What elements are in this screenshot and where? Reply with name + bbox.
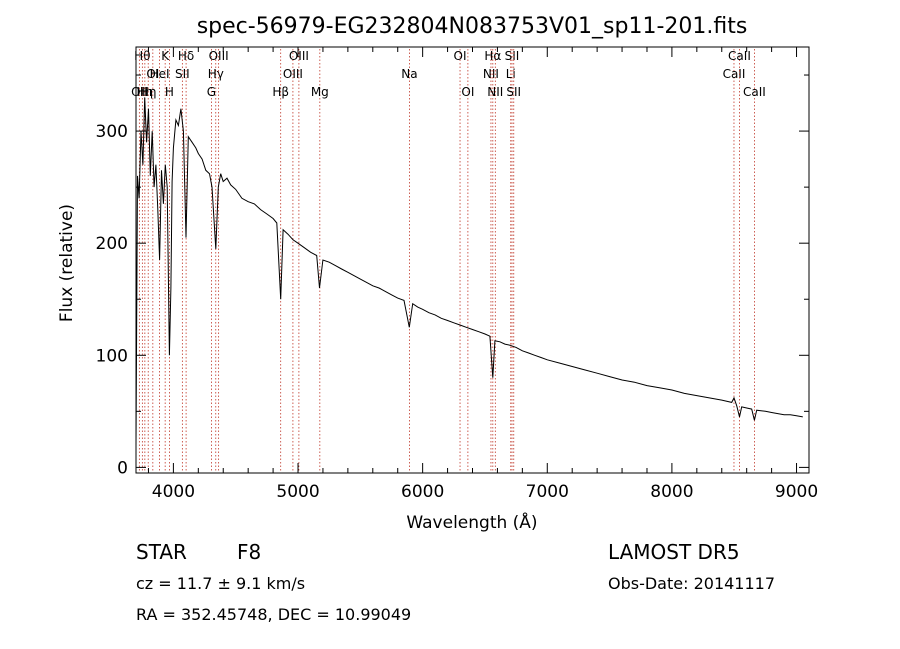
line-marker-label: Na [401,67,417,81]
line-marker-label: HeI [150,67,170,81]
chart-title: spec-56979-EG232804N083753V01_sp11-201.f… [197,14,748,39]
y-tick-label: 0 [117,458,128,478]
line-marker-label: OIII [289,49,309,63]
line-marker-label: Hη [137,85,154,99]
line-marker-label: CaII [728,49,751,63]
x-tick-label: 4000 [152,482,195,502]
object-class: STAR [136,540,187,564]
line-marker-label: Hα [484,49,501,63]
line-marker-label: G [207,85,216,99]
line-marker-label: OI [454,49,467,63]
x-tick-label: 5000 [276,482,319,502]
line-marker-label: Hβ [272,85,289,99]
line-marker-label: SII [506,85,521,99]
survey-name: LAMOST DR5 [608,540,740,564]
object-subclass: F8 [237,540,261,564]
line-marker-label: OIII [209,49,229,63]
line-marker-label: H [165,85,174,99]
spectrum-series [135,97,803,446]
spectrum-line [135,97,803,446]
y-tick-label: 300 [96,122,128,142]
plot-frame [135,46,810,474]
y-axis-label: Flux (relative) [57,204,77,322]
line-marker-label: CaII [723,67,746,81]
coordinates-text: RA = 352.45748, DEC = 10.99049 [136,605,411,624]
redshift-text: cz = 11.7 ± 9.1 km/s [136,574,305,593]
x-tick-label: 8000 [650,482,693,502]
x-axis: 4000 5000 6000 7000 8000 9000 [147,47,818,502]
x-axis-label: Wavelength (Å) [406,511,537,533]
line-marker-label: Mg [311,85,329,99]
y-tick-label: 100 [96,346,128,366]
x-tick-label: 9000 [775,482,818,502]
line-markers: OIIHθHηHηOIHeIKHSIIHδGHγOIIIHβOIIIOIIIMg… [131,49,766,473]
line-marker-label: SII [175,67,190,81]
line-marker-label: NII [487,85,503,99]
line-marker-label: OIII [283,67,303,81]
line-marker-label: OI [461,85,474,99]
line-marker-label: Hδ [178,49,194,63]
line-marker-label: Hθ [134,49,150,63]
line-marker-label: OII [131,85,148,99]
line-marker-label: CaII [743,85,766,99]
line-marker-label: Hη [140,85,157,99]
y-tick-label: 200 [96,234,128,254]
observation-date: Obs-Date: 20141117 [608,574,775,593]
line-marker-label: Hγ [208,67,224,81]
x-tick-label: 7000 [526,482,569,502]
line-marker-label: NII [483,67,499,81]
line-marker-label: Li [506,67,516,81]
y-axis: 0 100 200 300 [96,74,809,478]
x-tick-label: 6000 [401,482,444,502]
line-marker-label: K [161,49,170,63]
line-marker-label: SII [505,49,520,63]
line-marker-label: OI [146,67,159,81]
